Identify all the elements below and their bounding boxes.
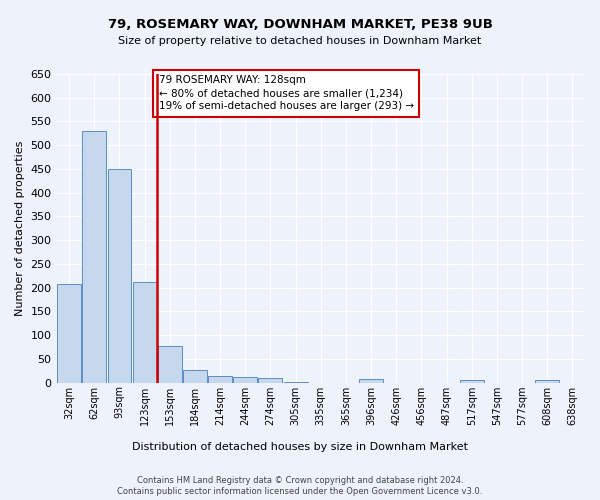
Text: 79, ROSEMARY WAY, DOWNHAM MARKET, PE38 9UB: 79, ROSEMARY WAY, DOWNHAM MARKET, PE38 9… [107, 18, 493, 30]
Y-axis label: Number of detached properties: Number of detached properties [15, 140, 25, 316]
Bar [57, 284, 81, 382]
Bar [82, 131, 106, 382]
Bar [183, 370, 207, 382]
Bar [158, 346, 182, 383]
Text: Contains public sector information licensed under the Open Government Licence v3: Contains public sector information licen… [118, 487, 482, 496]
Text: Size of property relative to detached houses in Downham Market: Size of property relative to detached ho… [118, 36, 482, 46]
Bar [208, 376, 232, 382]
Bar [535, 380, 559, 382]
Bar [460, 380, 484, 382]
Bar [107, 169, 131, 382]
Bar [359, 380, 383, 382]
Text: 79 ROSEMARY WAY: 128sqm
← 80% of detached houses are smaller (1,234)
19% of semi: 79 ROSEMARY WAY: 128sqm ← 80% of detache… [158, 75, 414, 112]
Bar [259, 378, 283, 382]
Bar [133, 282, 157, 382]
Bar [233, 377, 257, 382]
Text: Distribution of detached houses by size in Downham Market: Distribution of detached houses by size … [132, 442, 468, 452]
Text: Contains HM Land Registry data © Crown copyright and database right 2024.: Contains HM Land Registry data © Crown c… [137, 476, 463, 485]
